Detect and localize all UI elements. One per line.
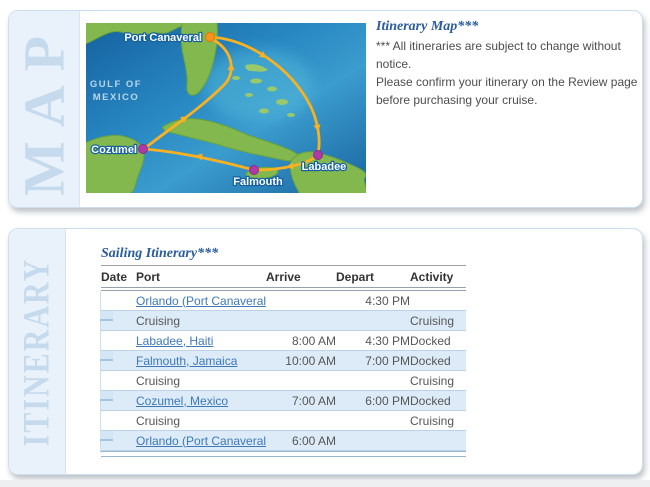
map-label-falmouth: Falmouth xyxy=(233,176,283,188)
itinerary-panel-side-label: ITINERARY xyxy=(15,257,57,446)
route-falmouth-cozumel xyxy=(142,147,256,172)
itinerary-content: Sailing Itinerary*** Date Port Arrive De… xyxy=(100,246,466,457)
route-portcanaveral-labadee xyxy=(208,35,321,155)
port-cell: Falmouth, Jamaica xyxy=(136,350,266,371)
depart-cell xyxy=(336,410,410,431)
depart-cell: 7:00 PM xyxy=(336,350,410,371)
port-cell: Orlando (Port Canaveral) xyxy=(136,430,266,451)
map-label-labadee: Labadee xyxy=(302,161,347,173)
port-cell: Cruising xyxy=(136,410,266,431)
port-marker-port-canaveral xyxy=(205,32,215,42)
column-header-depart: Depart xyxy=(336,267,410,291)
itinerary-title: Sailing Itinerary*** xyxy=(101,246,466,266)
sea-label-gulf-of: GULF OF xyxy=(90,79,142,90)
map-disclaimer-line: *** All itineraries are subject to chang… xyxy=(376,39,621,71)
itinerary-header-row: Date Port Arrive Depart Activity xyxy=(101,267,466,291)
activity-cell xyxy=(410,430,466,451)
port-link[interactable]: Falmouth, Jamaica xyxy=(136,353,238,368)
port-cell: Cozumel, Mexico xyxy=(136,390,266,411)
arrive-cell: 6:00 AM xyxy=(266,430,336,451)
port-cell: Cruising xyxy=(136,310,266,331)
map-label-port-canaveral: Port Canaveral xyxy=(124,32,202,44)
map-disclaimer-line: Please confirm your itinerary on the Rev… xyxy=(376,75,638,89)
map-disclaimer: *** All itineraries are subject to chang… xyxy=(376,37,648,109)
depart-cell xyxy=(336,430,410,451)
itinerary-row: Falmouth, Jamaica 10:00 AM 7:00 PM Docked xyxy=(101,350,466,371)
landmasses xyxy=(86,23,366,193)
map-label-cozumel: Cozumel xyxy=(91,144,137,156)
itinerary-panel-side-band: ITINERARY xyxy=(9,229,66,474)
depart-cell: 6:00 PM xyxy=(336,390,410,411)
map-info-block: Itinerary Map*** *** All itineraries are… xyxy=(376,19,648,109)
column-header-activity: Activity xyxy=(410,267,466,291)
activity-cell: Cruising xyxy=(410,370,466,391)
activity-cell: Docked xyxy=(410,350,466,371)
arrive-cell xyxy=(266,410,336,431)
date-cell xyxy=(101,289,136,311)
arrive-cell xyxy=(266,289,336,311)
itinerary-panel: ITINERARY Sailing Itinerary*** Date Port… xyxy=(8,228,643,475)
map-panel-side-label: MAP xyxy=(11,21,77,197)
port-cell: Orlando (Port Canaveral) xyxy=(136,289,266,311)
port-cell: Labadee, Haiti xyxy=(136,330,266,351)
depart-cell xyxy=(336,310,410,331)
arrive-cell xyxy=(266,310,336,331)
table-bottom-rule xyxy=(101,451,466,457)
cruise-route-map: Port Canaveral Cozumel Falmouth Labadee … xyxy=(86,23,366,193)
port-marker-cozumel xyxy=(138,144,148,154)
route-cozumel-portcanaveral xyxy=(142,37,233,151)
column-header-date: Date xyxy=(101,267,136,291)
date-cell-artifact xyxy=(100,391,113,401)
activity-cell: Cruising xyxy=(410,410,466,431)
port-link[interactable]: Cozumel, Mexico xyxy=(136,393,229,408)
depart-cell: 4:30 PM xyxy=(336,330,410,351)
map-title: Itinerary Map*** xyxy=(376,19,479,34)
arrive-cell: 7:00 AM xyxy=(266,390,336,411)
itinerary-row: Cozumel, Mexico 7:00 AM 6:00 PM Docked xyxy=(101,390,466,411)
column-header-arrive: Arrive xyxy=(266,267,336,291)
depart-cell: 4:30 PM xyxy=(336,289,410,311)
date-cell-artifact xyxy=(100,311,113,321)
bahamas-islands xyxy=(232,64,295,117)
port-marker-labadee xyxy=(313,150,323,160)
itinerary-row: Cruising Cruising xyxy=(101,410,466,431)
arrive-cell: 10:00 AM xyxy=(266,350,336,371)
itinerary-table-body: Orlando (Port Canaveral) 4:30 PM Cruising C… xyxy=(101,289,466,451)
date-cell xyxy=(101,370,136,391)
arrive-cell xyxy=(266,370,336,391)
port-cell: Cruising xyxy=(136,370,266,391)
depart-cell xyxy=(336,370,410,391)
date-cell-artifact xyxy=(100,351,113,361)
itinerary-row: Orlando (Port Canaveral) 6:00 AM xyxy=(101,430,466,451)
us-gulf-coast xyxy=(86,23,187,45)
route-arrows xyxy=(180,51,321,170)
column-header-port: Port xyxy=(136,267,266,291)
map-disclaimer-line: before purchasing your cruise. xyxy=(376,93,538,107)
page-footer-strip xyxy=(0,480,650,487)
activity-cell xyxy=(410,289,466,311)
map-panel-side-band: MAP xyxy=(9,11,80,207)
port-link[interactable]: Orlando (Port Canaveral) xyxy=(136,433,266,448)
sea-label-mexico: MEXICO xyxy=(93,92,139,103)
table-left-edge-line xyxy=(100,291,101,453)
date-cell xyxy=(101,330,136,351)
itinerary-row: Cruising Cruising xyxy=(101,370,466,391)
date-cell xyxy=(101,410,136,431)
map-panel: MAP xyxy=(8,10,643,208)
itinerary-row: Orlando (Port Canaveral) 4:30 PM xyxy=(101,289,466,311)
yucatan xyxy=(86,134,145,193)
sailing-itinerary-table: Date Port Arrive Depart Activity Orlando… xyxy=(101,267,466,451)
itinerary-row: Labadee, Haiti 8:00 AM 4:30 PM Docked xyxy=(101,330,466,351)
arrive-cell: 8:00 AM xyxy=(266,330,336,351)
port-link[interactable]: Orlando (Port Canaveral) xyxy=(136,293,266,308)
port-marker-falmouth xyxy=(249,165,259,175)
activity-cell: Cruising xyxy=(410,310,466,331)
date-cell-artifact xyxy=(100,431,113,441)
itinerary-row: Cruising Cruising xyxy=(101,310,466,331)
activity-cell: Docked xyxy=(410,330,466,351)
port-link[interactable]: Labadee, Haiti xyxy=(136,333,214,348)
activity-cell: Docked xyxy=(410,390,466,411)
